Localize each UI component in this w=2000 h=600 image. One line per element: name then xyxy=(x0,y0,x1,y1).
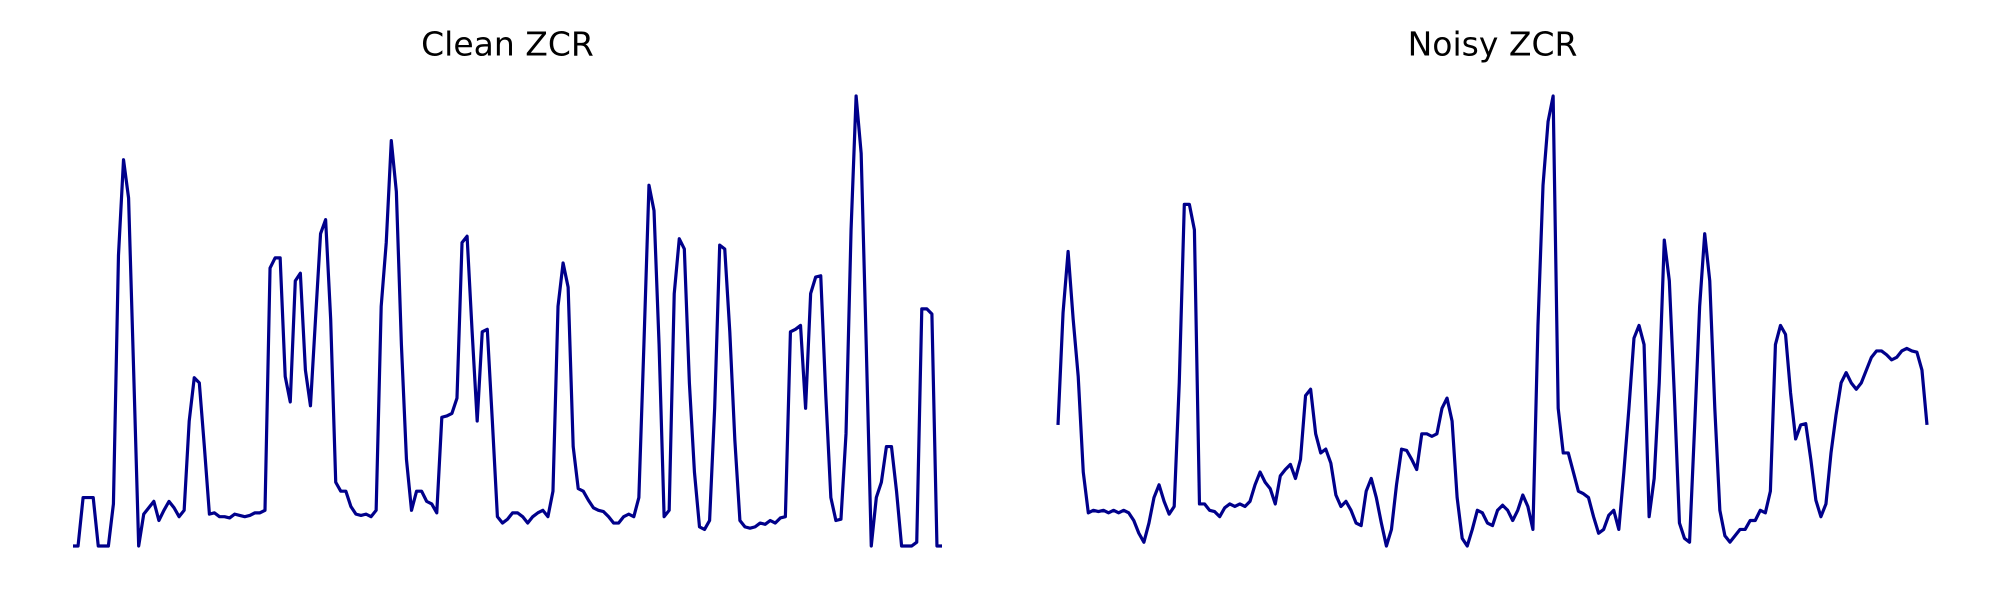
chart-title: Noisy ZCR xyxy=(1408,25,1578,64)
line xyxy=(73,94,942,548)
chart-title: Clean ZCR xyxy=(421,25,594,64)
line xyxy=(1056,94,1929,548)
